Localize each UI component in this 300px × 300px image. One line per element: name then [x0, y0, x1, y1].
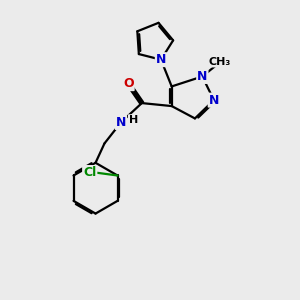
- Text: Cl: Cl: [83, 166, 96, 179]
- Text: CH₃: CH₃: [208, 56, 230, 67]
- Text: N: N: [156, 53, 166, 66]
- Text: N: N: [197, 70, 208, 83]
- Text: H: H: [129, 115, 138, 125]
- Text: N: N: [209, 94, 219, 106]
- Text: N: N: [116, 116, 126, 129]
- Text: O: O: [123, 77, 134, 90]
